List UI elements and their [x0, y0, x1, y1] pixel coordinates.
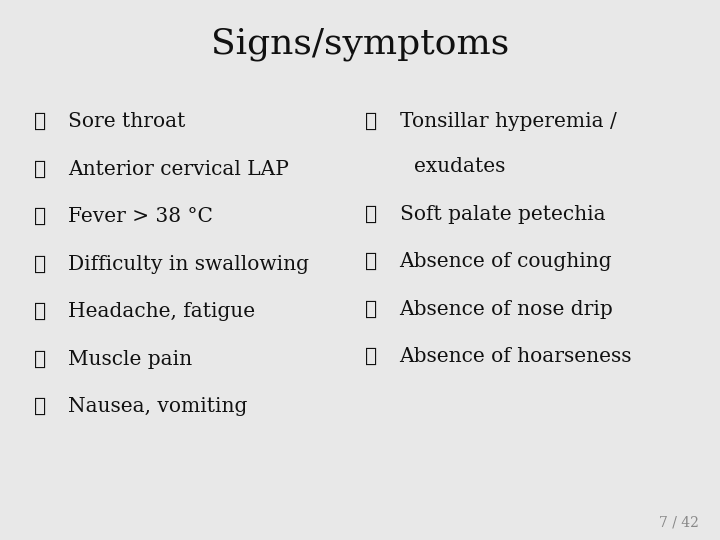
Text: Tonsillar hyperemia /: Tonsillar hyperemia / [400, 112, 616, 131]
Text: Anterior cervical LAP: Anterior cervical LAP [68, 159, 289, 179]
Text: Sore throat: Sore throat [68, 112, 186, 131]
Text: Muscle pain: Muscle pain [68, 349, 192, 369]
Text: exudates: exudates [414, 157, 505, 176]
Text: ❖: ❖ [34, 159, 45, 179]
Text: Absence of nose drip: Absence of nose drip [400, 300, 613, 319]
Text: ❖: ❖ [365, 112, 377, 131]
Text: Nausea, vomiting: Nausea, vomiting [68, 397, 248, 416]
Text: ❖: ❖ [34, 207, 45, 226]
Text: Fever > 38 °C: Fever > 38 °C [68, 207, 213, 226]
Text: ❖: ❖ [365, 300, 377, 319]
Text: ❖: ❖ [34, 302, 45, 321]
Text: ❖: ❖ [34, 397, 45, 416]
Text: Signs/symptoms: Signs/symptoms [211, 27, 509, 61]
Text: 7 / 42: 7 / 42 [659, 515, 698, 529]
Text: ❖: ❖ [365, 205, 377, 224]
Text: Soft palate petechia: Soft palate petechia [400, 205, 606, 224]
Text: ❖: ❖ [365, 252, 377, 271]
Text: Difficulty in swallowing: Difficulty in swallowing [68, 254, 310, 274]
Text: ❖: ❖ [365, 347, 377, 366]
Text: Absence of hoarseness: Absence of hoarseness [400, 347, 632, 366]
Text: ❖: ❖ [34, 349, 45, 369]
Text: ❖: ❖ [34, 112, 45, 131]
Text: Headache, fatigue: Headache, fatigue [68, 302, 256, 321]
Text: Absence of coughing: Absence of coughing [400, 252, 612, 271]
Text: ❖: ❖ [34, 254, 45, 274]
